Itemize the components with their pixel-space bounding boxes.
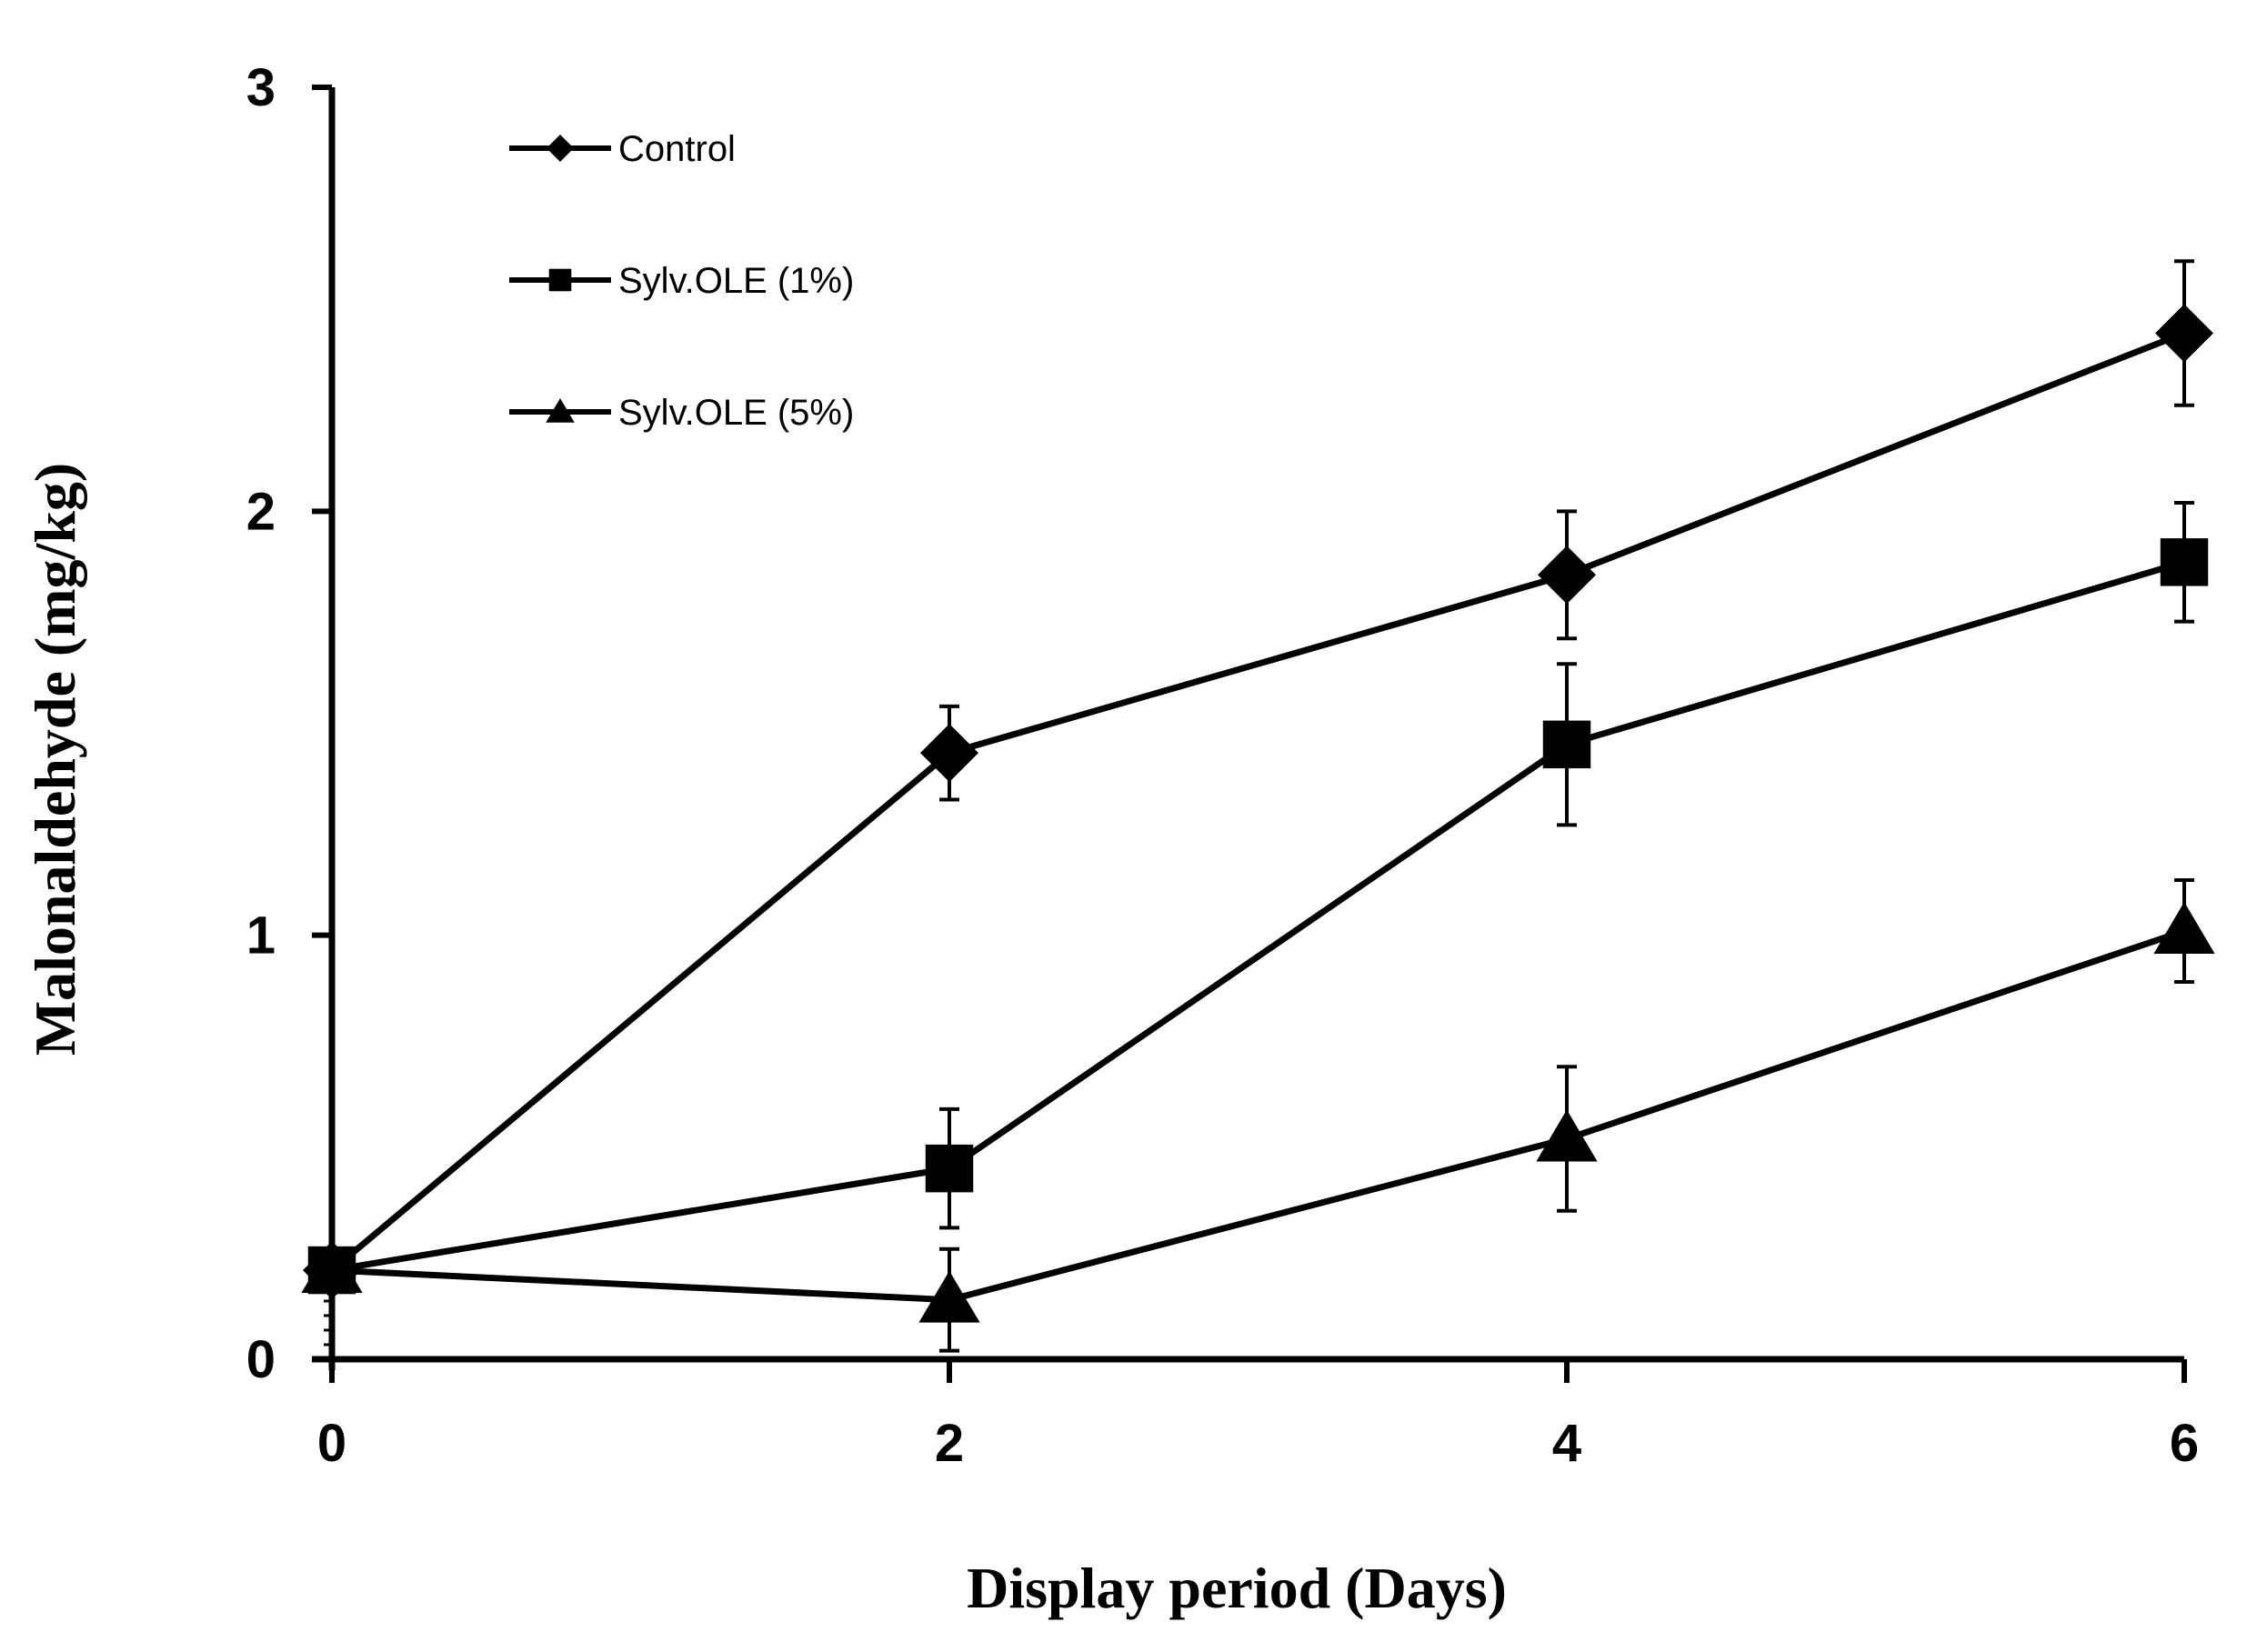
series-3 (301, 878, 2215, 1353)
y-tick-label: 3 (246, 58, 276, 117)
legend-label: Control (618, 129, 736, 169)
x-axis-title: Display period (Days) (967, 1556, 1507, 1620)
y-tick-label: 0 (246, 1330, 276, 1389)
legend-item: Control (509, 129, 736, 169)
y-tick-label: 2 (246, 482, 276, 541)
series-1 (303, 259, 2213, 1300)
legend: Control Sylv.OLE (1%) Sylv.OLE (5%) (509, 129, 854, 433)
legend-label: Sylv.OLE (5%) (618, 393, 854, 433)
series-2 (307, 501, 2209, 1295)
legend-label: Sylv.OLE (1%) (618, 261, 854, 301)
legend-marker (546, 398, 575, 423)
x-tick-label: 2 (935, 1414, 964, 1473)
data-point (301, 1241, 363, 1294)
data-point (1536, 1109, 1598, 1162)
data-point (1542, 720, 1591, 769)
series-line (331, 558, 2185, 1274)
x-tick-label: 4 (1552, 1414, 1581, 1473)
series-group (301, 259, 2215, 1353)
y-tick-label: 1 (246, 906, 276, 966)
legend-item: Sylv.OLE (5%) (509, 393, 854, 433)
axis-ticks: 0 1 2 3 0 2 4 6 (246, 58, 2199, 1473)
series-line (331, 927, 2186, 1304)
series-line (329, 330, 2186, 1273)
y-axis-title: Malonaldehyde (mg/kg) (23, 463, 87, 1056)
x-tick-label: 6 (2170, 1414, 2199, 1473)
data-point (925, 1144, 974, 1193)
data-point (918, 1270, 980, 1323)
data-point (2153, 902, 2215, 954)
data-point (2160, 538, 2209, 586)
data-point (2155, 304, 2213, 363)
x-tick-label: 0 (317, 1414, 346, 1473)
axes (312, 87, 2184, 1370)
data-point (920, 724, 978, 783)
legend-marker (547, 135, 574, 162)
legend-item: Sylv.OLE (1%) (509, 261, 854, 301)
legend-marker (548, 268, 572, 292)
data-point (1538, 546, 1596, 605)
